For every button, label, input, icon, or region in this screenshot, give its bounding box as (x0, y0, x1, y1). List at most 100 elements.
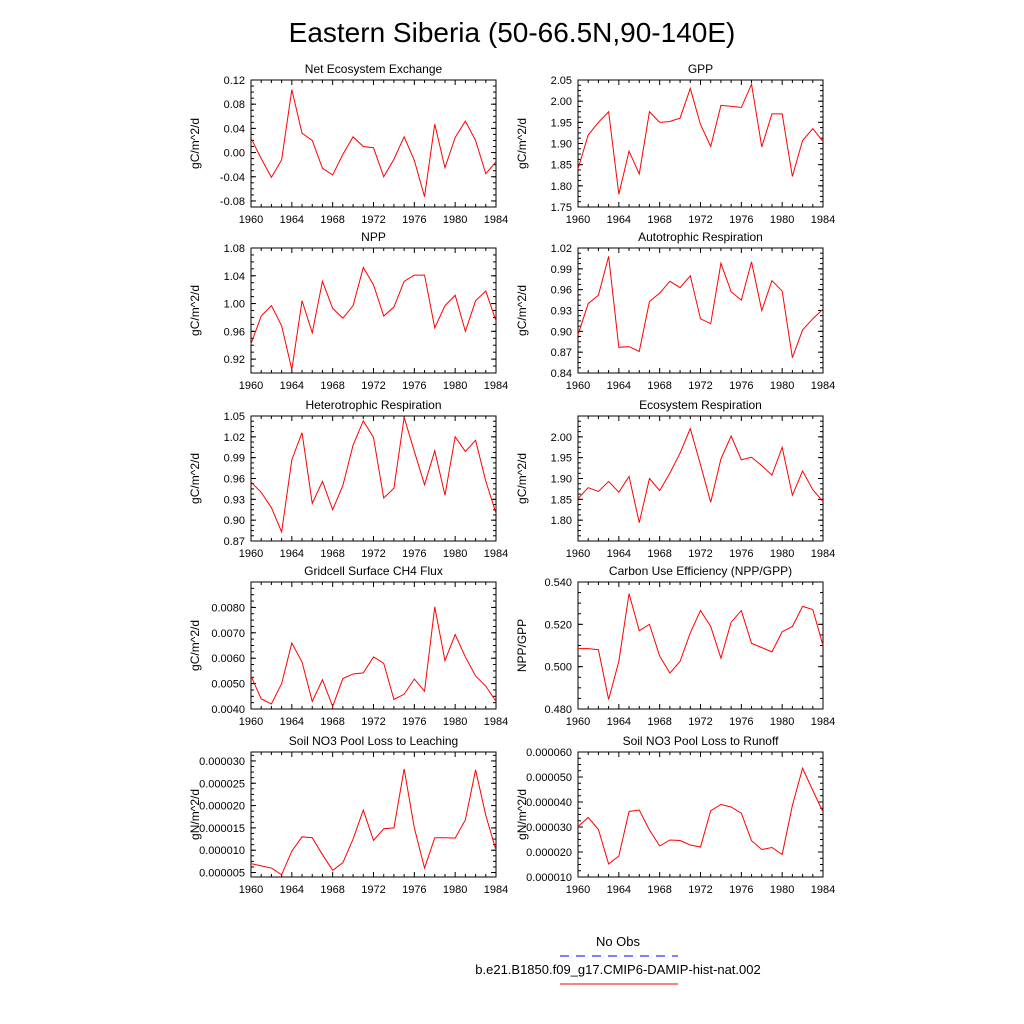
x-tick-label: 1972 (361, 548, 385, 560)
y-tick-label: 0.0050 (211, 679, 245, 691)
y-tick-label: 1.80 (551, 181, 572, 193)
panel-npp: NPP gC/m^2/d 1960 1964 1968 1972 1976 1980 1984 0… (188, 230, 508, 392)
y-tick-label: 1.95 (551, 117, 572, 129)
x-tick-label: 1968 (320, 716, 344, 728)
x-tick-label: 1964 (607, 214, 631, 226)
x-tick-label: 1984 (484, 214, 508, 226)
x-tick-label: 1964 (280, 884, 304, 896)
x-tick-label: 1984 (484, 548, 508, 560)
panel-title: Soil NO3 Pool Loss to Leaching (289, 734, 458, 748)
x-tick-label: 1960 (239, 214, 263, 226)
x-tick-label: 1984 (484, 380, 508, 392)
series-line (250, 266, 497, 370)
x-tick-label: 1960 (566, 548, 590, 560)
legend: No Obs b.e21.B1850.f09_g17.CMIP6-DAMIP-h… (475, 934, 761, 985)
y-axis-label: gC/m^2/d (188, 285, 202, 336)
x-tick-label: 1980 (770, 716, 794, 728)
plot-frame (250, 79, 497, 208)
y-axis-label: gC/m^2/d (188, 453, 202, 504)
y-tick-label: 1.85 (551, 160, 572, 172)
y-tick-label: -0.08 (220, 196, 245, 208)
y-axis-label: NPP/GPP (515, 619, 529, 672)
x-tick-label: 1968 (647, 380, 671, 392)
panel-title: Heterotrophic Respiration (305, 398, 441, 412)
panel-gpp: GPP gC/m^2/d 1960 1964 1968 1972 1976 1980 1984 1… (515, 62, 835, 226)
y-tick-label: 1.90 (551, 139, 572, 151)
panel-title: Ecosystem Respiration (639, 398, 762, 412)
x-tick-label: 1980 (443, 884, 467, 896)
panel-soil-no3-pool-loss-to-leaching: Soil NO3 Pool Loss to Leaching gN/m^2/d 19… (188, 734, 508, 896)
y-tick-label: 0.0080 (211, 602, 245, 614)
x-tick-label: 1984 (811, 214, 835, 226)
x-tick-label: 1972 (688, 214, 712, 226)
panel-soil-no3-pool-loss-to-runoff: Soil NO3 Pool Loss to Runoff gN/m^2/d 1960… (515, 734, 835, 896)
series-line (577, 426, 824, 523)
panel-net-ecosystem-exchange: Net Ecosystem Exchange gC/m^2/d 1960 1964 19… (188, 62, 508, 226)
y-tick-label: 0.04 (224, 123, 245, 135)
y-tick-label: 0.520 (544, 619, 572, 631)
x-tick-label: 1964 (280, 214, 304, 226)
plot-frame (250, 751, 497, 878)
y-tick-label: 0.000030 (526, 822, 572, 834)
plot-frame (577, 79, 824, 208)
y-tick-label: 0.92 (224, 354, 245, 366)
x-tick-label: 1980 (770, 214, 794, 226)
x-tick-label: 1980 (443, 716, 467, 728)
x-tick-label: 1980 (443, 380, 467, 392)
x-tick-label: 1976 (729, 716, 753, 728)
y-tick-label: 0.000010 (199, 845, 245, 857)
panel-carbon-use-efficiency-npp-gpp: Carbon Use Efficiency (NPP/GPP) NPP/GPP 19… (515, 564, 835, 728)
y-axis-label: gC/m^2/d (515, 453, 529, 504)
panel-title: Soil NO3 Pool Loss to Runoff (623, 734, 780, 748)
panel-title: Carbon Use Efficiency (NPP/GPP) (609, 564, 792, 578)
y-tick-label: 0.00 (224, 148, 245, 160)
y-tick-label: 1.04 (224, 271, 245, 283)
y-tick-label: 0.90 (551, 326, 572, 338)
x-tick-label: 1960 (239, 380, 263, 392)
plot-frame (250, 581, 497, 710)
x-tick-label: 1964 (280, 716, 304, 728)
x-tick-label: 1980 (770, 380, 794, 392)
x-tick-label: 1984 (811, 884, 835, 896)
plot-frame (577, 415, 824, 542)
x-tick-label: 1976 (729, 380, 753, 392)
y-tick-label: 0.12 (224, 75, 245, 87)
y-tick-label: 0.000010 (526, 872, 572, 884)
panel-title: Net Ecosystem Exchange (305, 62, 443, 76)
x-tick-label: 1980 (770, 548, 794, 560)
y-tick-label: 0.000030 (199, 756, 245, 768)
x-tick-label: 1972 (361, 380, 385, 392)
y-tick-label: 1.90 (551, 474, 572, 486)
y-tick-label: 0.0060 (211, 653, 245, 665)
y-tick-label: 2.05 (551, 75, 572, 87)
y-tick-label: 1.95 (551, 453, 572, 465)
y-axis-label: gN/m^2/d (515, 789, 529, 840)
x-tick-label: 1968 (320, 380, 344, 392)
x-tick-label: 1960 (239, 884, 263, 896)
y-tick-label: 0.99 (551, 264, 572, 276)
x-tick-label: 1980 (770, 884, 794, 896)
series-line (577, 256, 824, 358)
panel-title: GPP (688, 62, 713, 76)
y-tick-label: 1.05 (224, 411, 245, 423)
series-line (578, 593, 824, 700)
x-tick-label: 1964 (280, 548, 304, 560)
x-tick-label: 1980 (443, 214, 467, 226)
y-tick-label: 0.08 (224, 99, 245, 111)
y-tick-label: 0.96 (551, 285, 572, 297)
x-tick-label: 1972 (688, 380, 712, 392)
y-tick-label: 0.480 (544, 704, 572, 716)
y-tick-label: 1.00 (224, 299, 245, 311)
x-tick-label: 1976 (402, 548, 426, 560)
y-tick-label: 1.85 (551, 494, 572, 506)
y-tick-label: 0.96 (224, 326, 245, 338)
x-tick-label: 1964 (607, 716, 631, 728)
x-tick-label: 1976 (729, 214, 753, 226)
x-tick-label: 1984 (484, 716, 508, 728)
y-tick-label: 0.500 (544, 662, 572, 674)
y-tick-label: 1.02 (224, 432, 245, 444)
x-tick-label: 1976 (402, 380, 426, 392)
y-tick-label: 2.00 (551, 96, 572, 108)
x-tick-label: 1960 (566, 884, 590, 896)
